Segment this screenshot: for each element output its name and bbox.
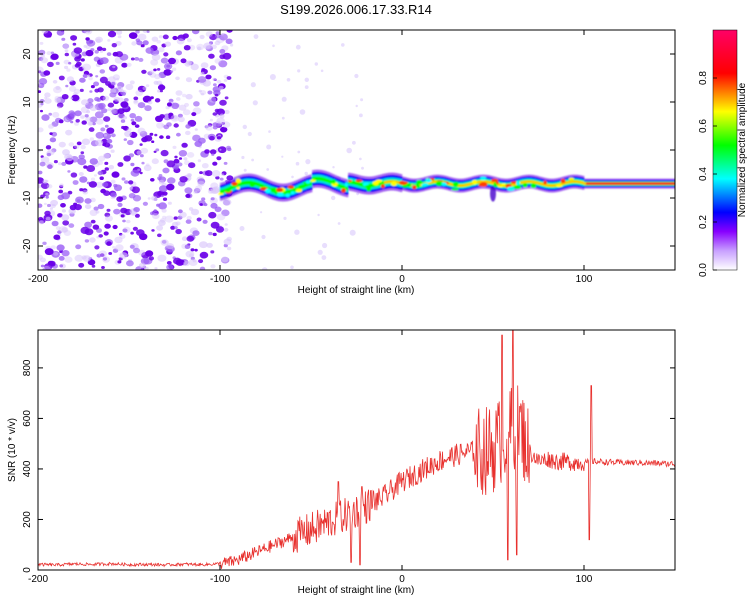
figure-title: S199.2026.006.17.33.R14 xyxy=(280,2,432,17)
colorbar-label: Normalized spectral amplitude xyxy=(737,82,748,217)
snr-x-label: Height of straight line (km) xyxy=(298,585,415,596)
snr-y-tick-label: 200 xyxy=(22,511,33,528)
heatmap-frame xyxy=(37,29,676,271)
snr-series-line xyxy=(38,330,675,569)
snr-x-tick-label: 100 xyxy=(576,574,593,585)
heatmap-x-tick-label: -200 xyxy=(28,274,48,285)
colorbar-ticks: 0.0 0.2 0.4 0.6 0.8 xyxy=(698,71,717,277)
snr-content xyxy=(38,330,675,569)
heatmap-y-tick-label: -20 xyxy=(22,238,33,253)
heatmap-content xyxy=(38,30,675,270)
colorbar-tick-label: 0.2 xyxy=(698,215,709,229)
heatmap-y-tick-label: -10 xyxy=(22,190,33,205)
colorbar: 0.0 0.2 0.4 0.6 0.8 Normalized spectral ampl… xyxy=(698,29,748,277)
heatmap-y-tick-label: 10 xyxy=(22,96,33,108)
snr-y-tick-label: 600 xyxy=(22,410,33,427)
heatmap-y-tick-label: 0 xyxy=(22,147,33,153)
colorbar-tick-label: 0.8 xyxy=(698,71,709,85)
heatmap-x-label: Height of straight line (km) xyxy=(298,285,415,296)
snr-x-tick-label: -200 xyxy=(28,574,48,585)
colorbar-tick-label: 0.0 xyxy=(698,263,709,277)
snr-axes: -200 -100 0 100 0 200 400 600 800 xyxy=(22,330,675,585)
snr-x-tick-label: 0 xyxy=(399,574,405,585)
heatmap-signal-band xyxy=(218,169,675,202)
snr-panel: -200 -100 0 100 0 200 400 600 800 Height of stra… xyxy=(7,329,676,596)
snr-y-tick-label: 800 xyxy=(22,359,33,376)
heatmap-noise-speckle xyxy=(38,30,364,270)
heatmap-x-tick-label: -100 xyxy=(210,274,230,285)
snr-y-tick-label: 400 xyxy=(22,460,33,477)
snr-y-label: SNR (10 * v/v) xyxy=(7,418,18,482)
snr-y-tick-label: 0 xyxy=(22,567,33,573)
heatmap-y-label: Frequency (Hz) xyxy=(7,116,18,185)
colorbar-tick-label: 0.4 xyxy=(698,167,709,181)
snr-frame xyxy=(37,329,676,571)
snr-x-tick-label: -100 xyxy=(210,574,230,585)
heatmap-y-tick-label: 20 xyxy=(22,48,33,60)
heatmap-x-tick-label: 0 xyxy=(399,274,405,285)
colorbar-gradient xyxy=(712,29,738,271)
heatmap-x-tick-label: 100 xyxy=(576,274,593,285)
colorbar-tick-label: 0.6 xyxy=(698,119,709,133)
